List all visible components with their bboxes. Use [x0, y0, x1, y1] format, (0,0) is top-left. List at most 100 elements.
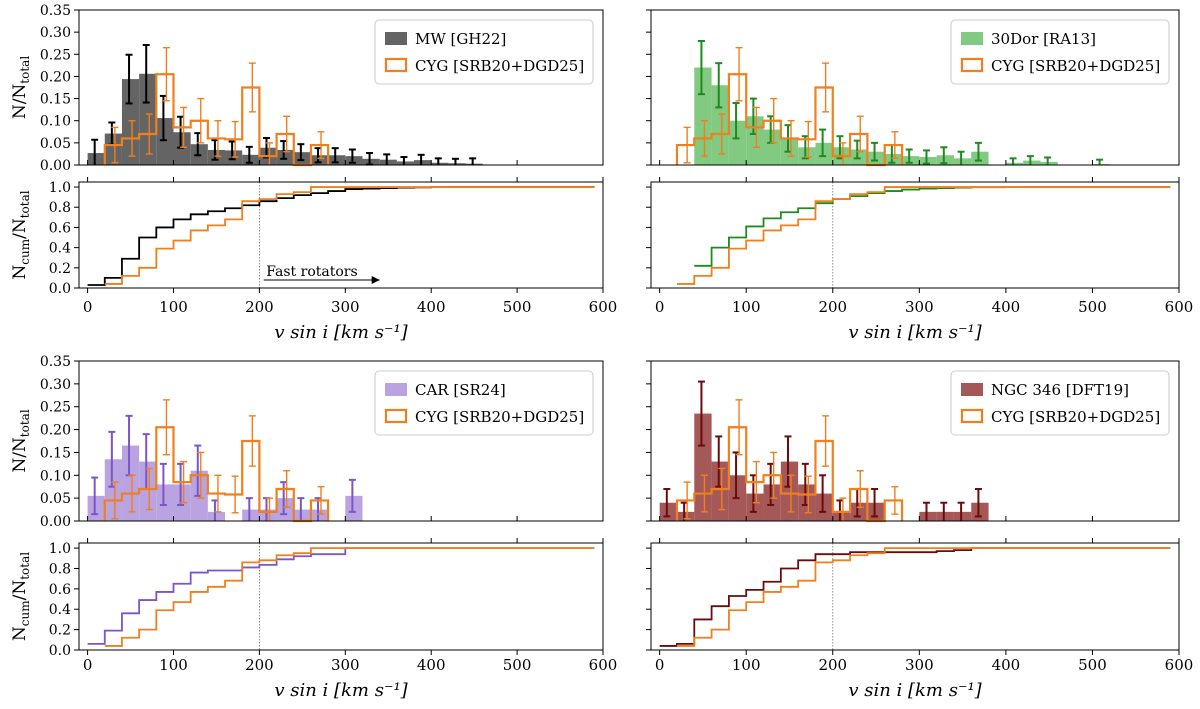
legend-box	[950, 370, 1170, 436]
cumulative-background	[79, 182, 603, 288]
legend-reference-swatch	[385, 32, 407, 45]
x-tick-label: 600	[589, 656, 618, 674]
y-tick-label: 1.0	[49, 541, 71, 557]
reference-bar	[936, 155, 954, 165]
y-tick-label: 0.25	[40, 47, 71, 63]
reference-bar	[87, 153, 105, 165]
legend-reference-swatch	[961, 32, 983, 45]
x-tick-label: 400	[992, 298, 1021, 316]
legend-cyg-swatch	[384, 408, 408, 424]
y-axis-label-sub: total	[18, 409, 32, 437]
reference-bar	[465, 163, 483, 165]
panel-3: 0.000.050.100.150.200.250.300.35N/Ntotal…	[10, 354, 617, 701]
y-tick-label: 0.6	[49, 220, 71, 236]
cumulative-background	[79, 543, 603, 650]
legend-box	[374, 19, 594, 85]
reference-bar	[310, 155, 329, 165]
reference-bar	[104, 459, 122, 521]
histogram-frame	[78, 360, 604, 522]
reference-bar	[676, 511, 695, 521]
y-axis-label-main: N/N	[10, 84, 30, 120]
reference-bar	[694, 67, 712, 165]
reference-bar	[345, 495, 363, 521]
y-tick-label: 0.20	[40, 69, 71, 85]
y-tick-label: 0.10	[40, 114, 71, 130]
reference-cumulative-line	[87, 547, 595, 645]
y-tick-label: 0.35	[40, 354, 71, 370]
reference-bar	[121, 445, 140, 521]
reference-bar	[1023, 160, 1041, 165]
legend-box	[950, 19, 1170, 85]
legend-cyg-label: CYG [SRB20+DGD25]	[415, 57, 584, 75]
reference-bar	[815, 142, 833, 165]
x-tick-label: 0	[655, 656, 665, 674]
x-tick-label: 500	[1078, 656, 1107, 674]
reference-bar	[1040, 161, 1058, 165]
y-tick-label: 0.15	[40, 92, 71, 108]
cyg-histogram-step	[675, 73, 904, 167]
legend-cyg-label: CYG [SRB20+DGD25]	[991, 408, 1160, 426]
reference-bar	[139, 73, 157, 165]
reference-bar	[121, 79, 140, 165]
reference-bar	[242, 509, 260, 521]
reference-bar	[396, 161, 415, 165]
reference-bar	[971, 151, 989, 165]
cyg-histogram-step	[103, 426, 330, 523]
x-tick-label: 200	[245, 656, 274, 674]
legend-reference-swatch	[385, 383, 407, 396]
reference-bar	[953, 158, 972, 165]
reference-bar	[310, 509, 329, 521]
reference-bar	[328, 155, 346, 165]
label-part: total	[18, 190, 32, 218]
label-part: N	[10, 626, 30, 641]
x-tick-label: 300	[331, 656, 360, 674]
reference-bar	[919, 157, 937, 165]
reference-bar	[694, 413, 712, 521]
y-tick-label: 0.05	[40, 491, 71, 507]
reference-bar	[711, 85, 729, 165]
reference-bar	[953, 511, 972, 521]
reference-bar	[867, 151, 885, 165]
y-tick-label: 0.2	[49, 261, 71, 277]
x-axis-label: v sin i [km s⁻¹]	[274, 322, 408, 343]
x-tick-label: 300	[905, 656, 934, 674]
cumulative-frame	[78, 181, 604, 289]
legend-cyg-label: CYG [SRB20+DGD25]	[991, 57, 1160, 75]
panel-1: 0.000.050.100.150.200.250.300.35N/Ntotal…	[10, 3, 617, 343]
x-tick-label: 0	[655, 298, 665, 316]
y-tick-label: 0.30	[40, 25, 71, 41]
reference-bar	[850, 149, 868, 165]
x-tick-label: 400	[417, 656, 446, 674]
x-tick-label: 600	[1165, 298, 1194, 316]
x-tick-label: 500	[503, 298, 532, 316]
reference-bar	[276, 149, 294, 165]
y-axis-label: N/Ntotal	[10, 409, 32, 473]
x-tick-label: 200	[818, 656, 847, 674]
label-part: /N	[10, 218, 30, 239]
x-tick-label: 300	[331, 298, 360, 316]
x-axis-label: v sin i [km s⁻¹]	[274, 680, 408, 701]
cyg-cumulative-line	[676, 186, 1171, 285]
panel-4: NGC 346 [DFT19] CYG [SRB20+DGD25] 0 100 200 3…	[646, 360, 1193, 701]
label-part: cum	[18, 600, 32, 626]
reference-bar	[867, 502, 885, 521]
label-part: cum	[18, 238, 32, 264]
reference-bar	[798, 484, 816, 521]
reference-bar	[919, 511, 937, 521]
reference-bar	[746, 493, 764, 521]
y-axis-label: N/Ntotal	[10, 56, 32, 120]
label-part: total	[18, 552, 32, 580]
cumulative-y-axis-label: Ncum/Ntotal	[10, 552, 32, 641]
reference-bar	[276, 498, 294, 521]
legend-reference-label: NGC 346 [DFT19]	[991, 381, 1129, 399]
legend-reference-label: CAR [SR24]	[415, 381, 506, 399]
y-tick-label: 0.8	[49, 200, 71, 216]
reference-bar	[763, 484, 781, 521]
reference-bar	[293, 152, 311, 165]
reference-bar	[156, 118, 174, 165]
cyg-cumulative-line	[104, 186, 595, 285]
histogram-frame	[78, 9, 604, 166]
x-tick-label: 500	[503, 656, 532, 674]
y-tick-label: 0.4	[49, 602, 71, 618]
reference-bar	[815, 493, 833, 521]
